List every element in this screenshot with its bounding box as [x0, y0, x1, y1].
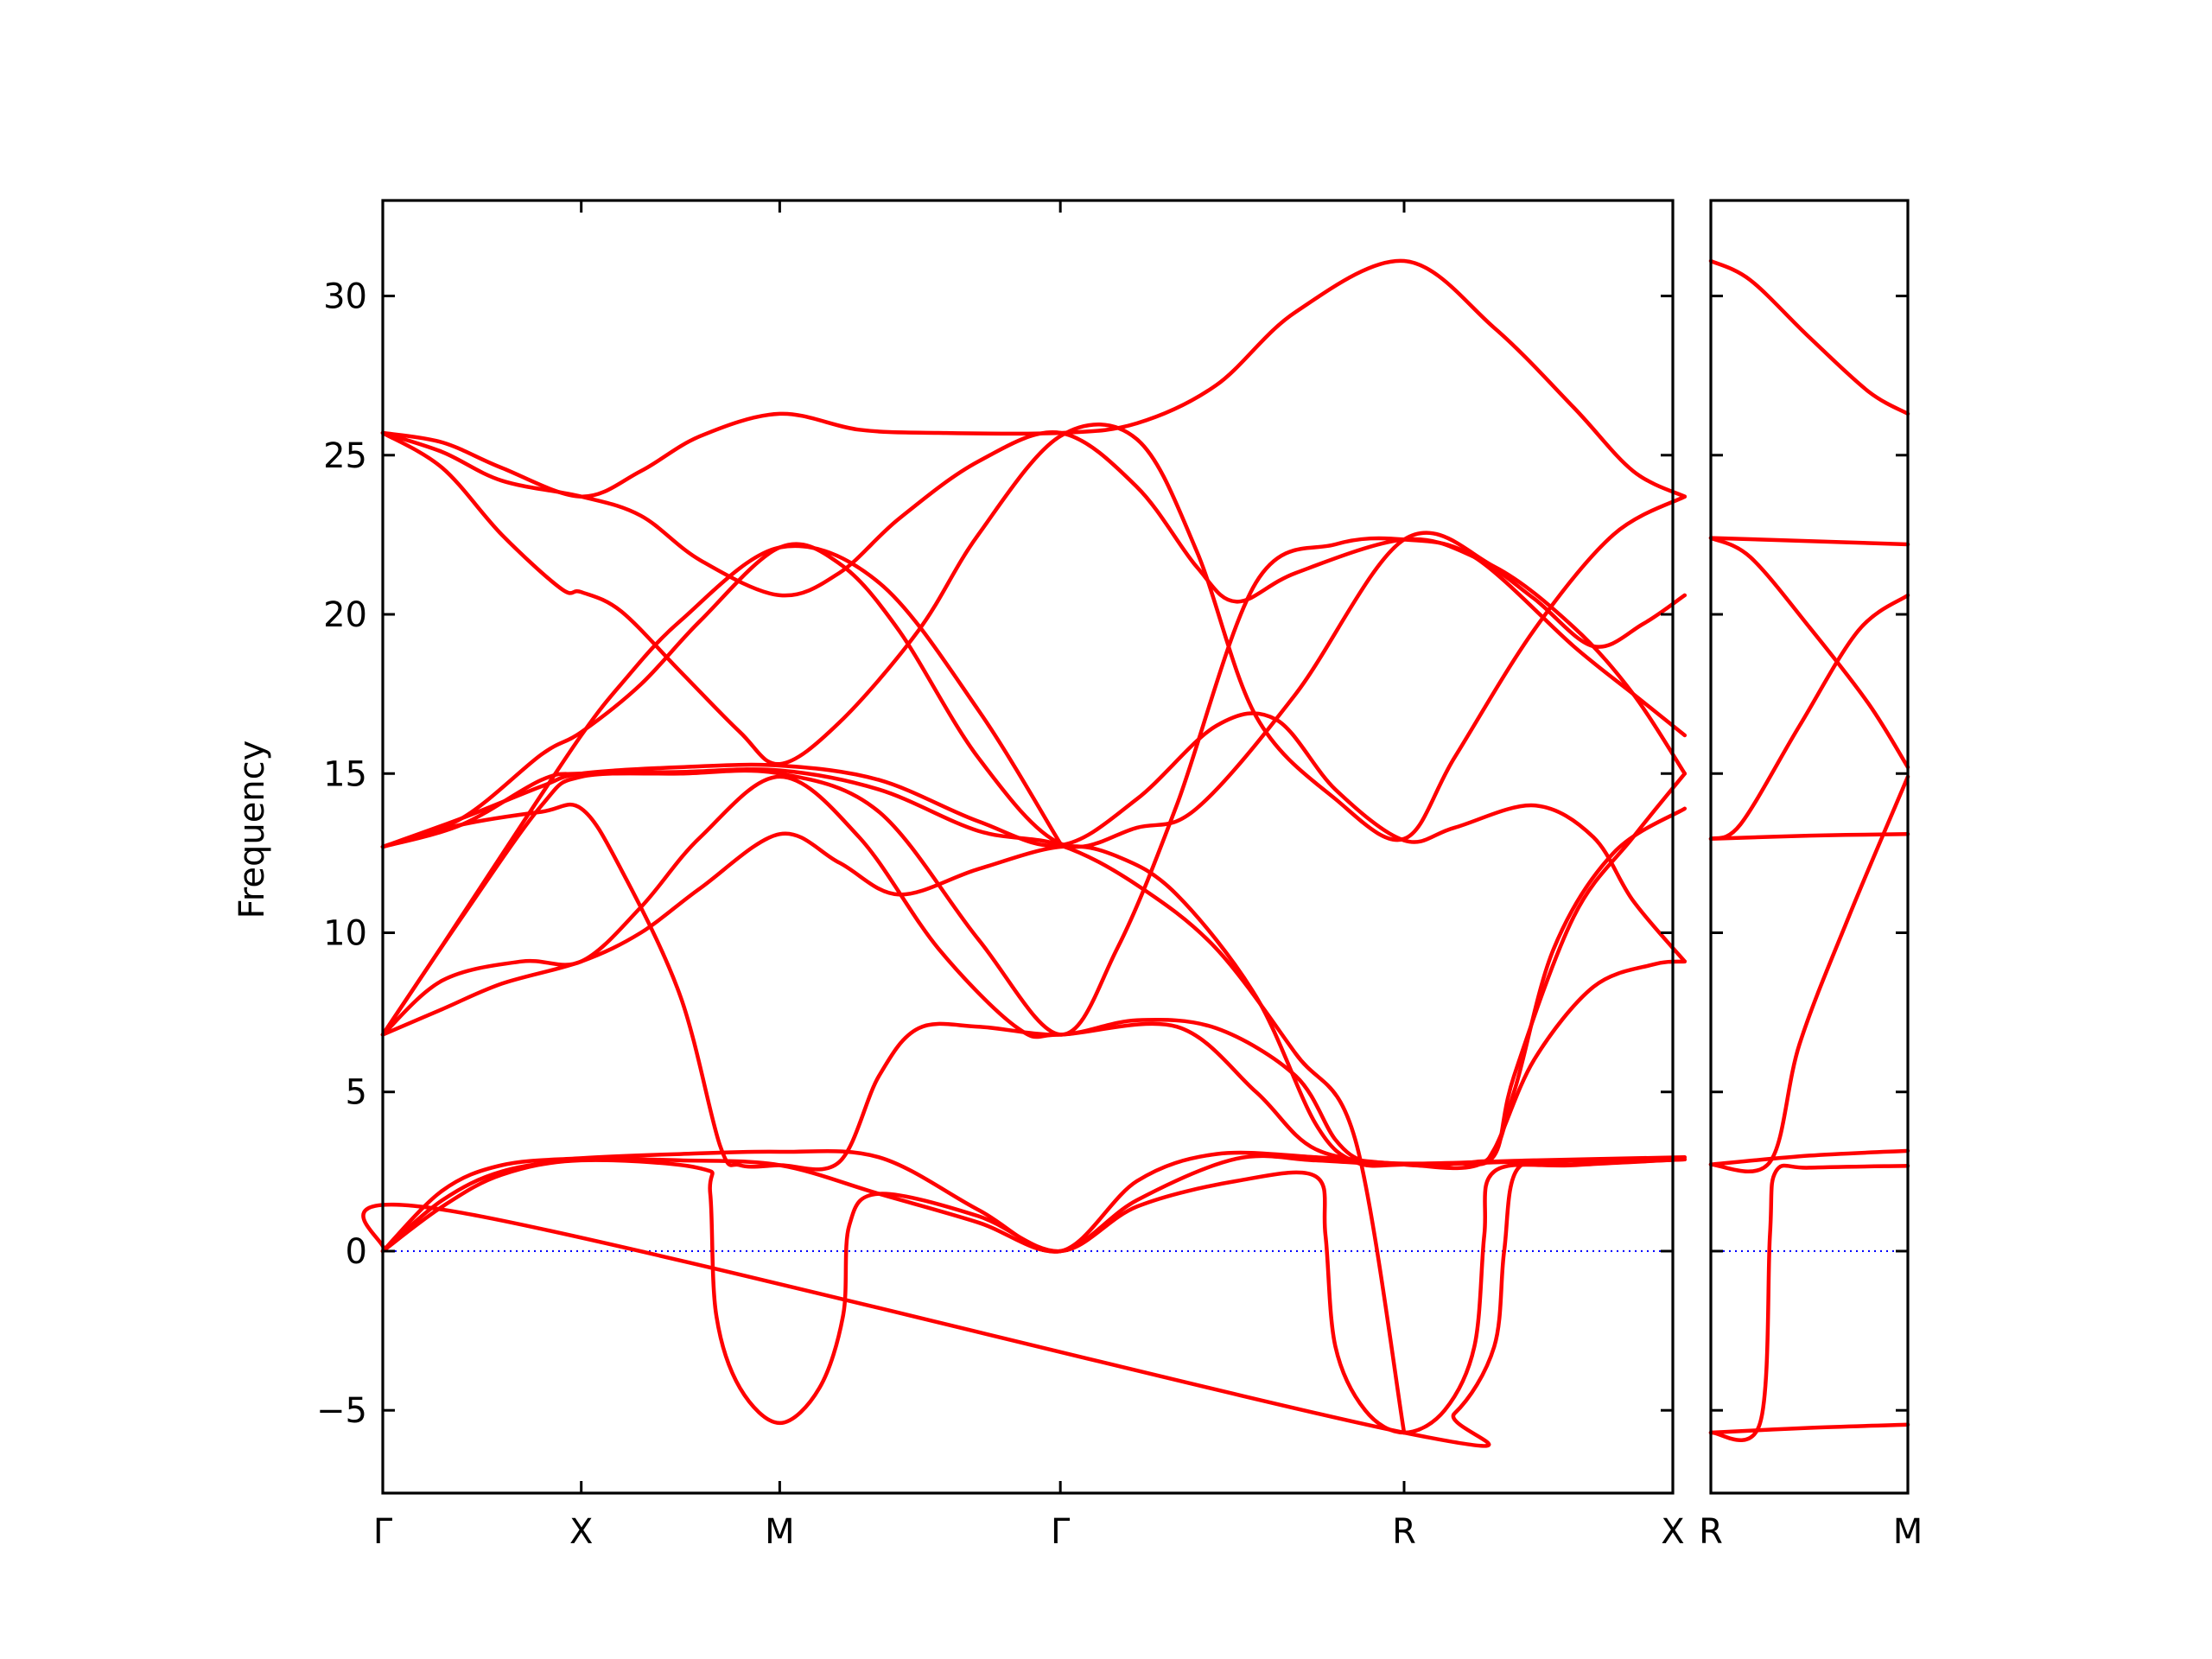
y-axis-title: Frequency — [232, 741, 272, 919]
y-tick-label: 10 — [323, 913, 367, 953]
y-tick-label: 30 — [323, 277, 367, 317]
x-tick-label-R: R — [1392, 1512, 1416, 1552]
band-line-right-2 — [1708, 536, 1910, 547]
x-tick-label-X: X — [569, 1512, 593, 1552]
band-line-main-6 — [380, 536, 1688, 1037]
band-line-right-8 — [1708, 1163, 1910, 1442]
band-line-right-4 — [1708, 593, 1910, 842]
y-tick-label: 5 — [346, 1073, 367, 1113]
band-line-main-3 — [380, 1157, 1688, 1435]
band-line-main-15 — [380, 543, 1063, 1037]
x-tick-label-X: X — [1661, 1512, 1684, 1552]
band-line-main-5 — [380, 831, 1688, 1168]
band-line-main-13 — [380, 423, 1688, 842]
x-tick-label-M: M — [1893, 1512, 1923, 1552]
band-line-main-12 — [380, 430, 1688, 649]
band-line-main-9 — [380, 772, 1688, 1168]
band-line-right-9 — [1708, 1422, 1910, 1435]
y-tick-label: 15 — [323, 754, 367, 794]
x-tick-label-Γ: Γ — [373, 1512, 393, 1552]
band-line-right-3 — [1708, 536, 1910, 770]
y-tick-label: 25 — [323, 436, 367, 476]
y-tick-label: 20 — [323, 595, 367, 635]
band-line-main-14 — [380, 531, 1688, 849]
x-tick-label-M: M — [765, 1512, 795, 1552]
axes-frame-main — [381, 199, 1675, 1495]
axes-frame-right — [1709, 199, 1910, 1495]
band-line-main-4 — [361, 1157, 1688, 1448]
x-tick-label-Γ: Γ — [1051, 1512, 1071, 1552]
y-tick-label: −5 — [316, 1391, 367, 1431]
x-tick-label-R: R — [1699, 1512, 1723, 1552]
band-line-right-7 — [1708, 1148, 1910, 1166]
band-line-right-6 — [1708, 774, 1910, 1173]
band-line-main-10 — [380, 767, 1407, 1435]
band-line-right-5 — [1708, 832, 1910, 842]
band-line-right-1 — [1708, 258, 1910, 416]
main-panel: −5 0 5 10 15 20 25 30 Γ X M Γ R X — [316, 199, 1688, 1552]
y-tick-label: 0 — [346, 1232, 367, 1272]
band-line-main-8 — [380, 711, 1688, 963]
band-line-main-7 — [380, 803, 1688, 1172]
